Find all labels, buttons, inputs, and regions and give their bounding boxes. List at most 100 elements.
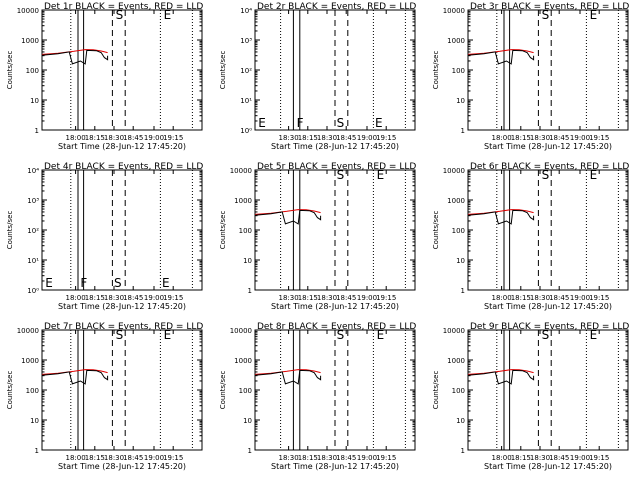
marker-e: E (164, 328, 172, 342)
ytick-label: 10 (456, 257, 465, 265)
xtick-label: 18:30 (279, 454, 299, 462)
ytick-label: 1000 (21, 357, 39, 365)
xtick-label: 18:15 (511, 294, 531, 302)
panel-det-7: Det 7r BLACK = Events, RED = LLD 1 10 100 10… (6, 322, 203, 471)
x-axis-label: Start Time (28-Jun-12 17:45:20) (58, 142, 186, 151)
ytick-label: 10000 (17, 327, 39, 335)
xtick-label: 18:00 (66, 454, 86, 462)
series-events (467, 369, 535, 385)
xtick-label: 18:30 (104, 134, 124, 142)
xtick-label: 19:00 (144, 454, 164, 462)
xtick-label: 18:00 (66, 294, 86, 302)
ytick-label: 100 (26, 387, 39, 395)
xtick-label: 18:00 (492, 454, 512, 462)
xtick-label: 18:00 (66, 134, 86, 142)
ytick-label: 10¹ (27, 257, 39, 265)
marker-e: E (590, 328, 598, 342)
xtick-label: 19:15 (376, 134, 396, 142)
series-lld (467, 209, 534, 215)
ytick-label: 10000 (230, 167, 252, 175)
xtick-label: 19:00 (144, 294, 164, 302)
ytick-label: 10000 (17, 7, 39, 15)
panel-title: Det 4r BLACK = Events, RED = LLD (44, 162, 203, 172)
ytick-label: 100 (452, 227, 465, 235)
xtick-label: 18:30 (279, 294, 299, 302)
x-axis-label: Start Time (28-Jun-12 17:45:20) (271, 142, 399, 151)
ytick-label: 10 (30, 417, 39, 425)
xtick-label: 18:15 (511, 134, 531, 142)
marker-e: E (590, 8, 598, 22)
series-lld (254, 209, 321, 215)
ytick-label: 10 (243, 417, 252, 425)
x-axis-label: Start Time (28-Jun-12 17:45:20) (58, 302, 186, 311)
ytick-label: 1000 (447, 197, 465, 205)
panel-title: Det 6r BLACK = Events, RED = LLD (470, 162, 629, 172)
ytick-label: 1 (35, 127, 39, 135)
x-axis-label: Start Time (28-Jun-12 17:45:20) (58, 462, 186, 471)
panel-det-1: Det 1r BLACK = Events, RED = LLD 1 10 100 10… (6, 2, 203, 151)
panel-det-3: Det 3r BLACK = Events, RED = LLD 1 10 100 10… (432, 2, 629, 151)
ytick-label: 10² (27, 227, 39, 235)
xtick-label: 19:00 (570, 294, 590, 302)
panel-det-4: Det 4r BLACK = Events, RED = LLD 10⁰ 10¹ 10… (6, 162, 203, 311)
panel-title: Det 8r BLACK = Events, RED = LLD (257, 322, 416, 332)
ytick-label: 1 (248, 287, 252, 295)
xtick-label: 19:00 (357, 294, 377, 302)
panel-det-2: Det 2r BLACK = Events, RED = LLD 10⁰ 10¹ 10… (219, 2, 416, 151)
ytick-label: 1 (248, 447, 252, 455)
ytick-label: 10³ (27, 197, 39, 205)
xtick-label: 18:45 (123, 294, 143, 302)
y-axis-label: Counts/sec (432, 51, 440, 90)
ytick-label: 10 (456, 417, 465, 425)
series-lld (254, 369, 321, 375)
xtick-label: 18:45 (123, 454, 143, 462)
ytick-label: 100 (239, 387, 252, 395)
marker-f: F (80, 276, 87, 290)
panel-det-8: Det 8r BLACK = Events, RED = LLD 1 10 100 10… (219, 322, 416, 471)
xtick-label: 18:30 (104, 294, 124, 302)
y-axis-label: Counts/sec (6, 51, 14, 90)
series-events (467, 49, 535, 65)
ytick-label: 10⁴ (27, 167, 39, 175)
xtick-label: 19:15 (376, 454, 396, 462)
y-axis-label: Counts/sec (432, 371, 440, 410)
ytick-label: 10000 (443, 167, 465, 175)
ytick-label: 1000 (447, 37, 465, 45)
x-axis-label: Start Time (28-Jun-12 17:45:20) (484, 302, 612, 311)
series-lld (41, 369, 108, 375)
marker-s: S (542, 168, 550, 182)
ytick-label: 10¹ (240, 97, 252, 105)
xtick-label: 18:30 (104, 454, 124, 462)
series-lld (41, 49, 108, 55)
plot-frame (41, 9, 203, 131)
ytick-label: 10 (30, 97, 39, 105)
x-axis-label: Start Time (28-Jun-12 17:45:20) (484, 462, 612, 471)
y-axis-label: Counts/sec (219, 51, 227, 90)
xtick-label: 18:15 (298, 294, 318, 302)
xtick-label: 18:30 (317, 134, 337, 142)
xtick-label: 19:15 (163, 294, 183, 302)
xtick-label: 19:15 (589, 134, 609, 142)
xtick-label: 18:45 (549, 454, 569, 462)
marker-s: S (337, 116, 345, 130)
ytick-label: 10⁰ (240, 127, 252, 135)
marker-s: S (114, 276, 122, 290)
y-axis-label: Counts/sec (219, 211, 227, 250)
xtick-label: 18:30 (530, 134, 550, 142)
ytick-label: 10⁴ (240, 7, 252, 15)
xtick-label: 18:30 (317, 294, 337, 302)
ytick-label: 10000 (443, 327, 465, 335)
x-axis-label: Start Time (28-Jun-12 17:45:20) (271, 302, 399, 311)
plot-frame (467, 329, 629, 451)
series-events (254, 209, 322, 225)
xtick-label: 19:15 (589, 454, 609, 462)
panel-title: Det 1r BLACK = Events, RED = LLD (44, 2, 203, 12)
ytick-label: 10² (240, 67, 252, 75)
series-events (467, 209, 535, 225)
marker-s: S (337, 328, 345, 342)
marker-e: E (377, 168, 385, 182)
marker-e: E (377, 328, 385, 342)
ytick-label: 100 (239, 227, 252, 235)
ytick-label: 1000 (234, 357, 252, 365)
marker-s: S (542, 328, 550, 342)
